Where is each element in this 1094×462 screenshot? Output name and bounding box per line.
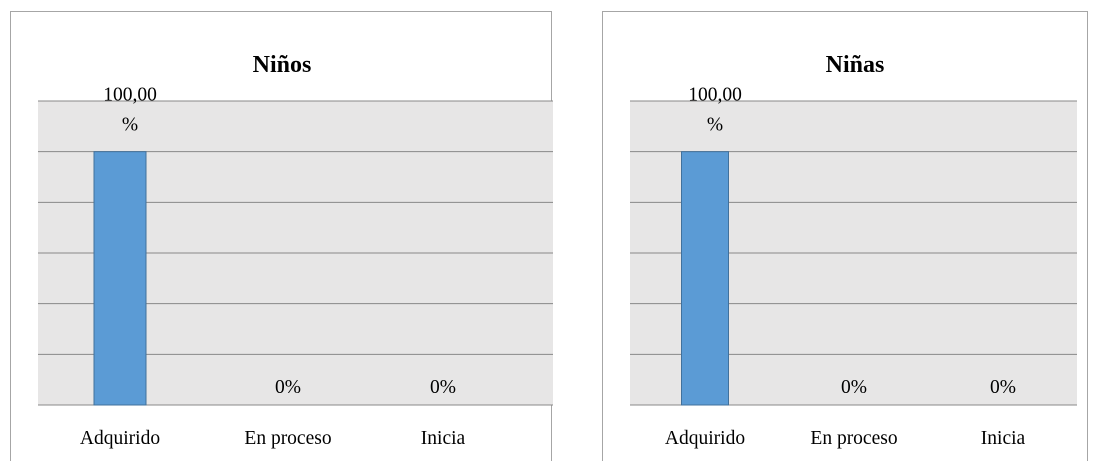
chart-0-data-label-0: 100,00%	[103, 85, 157, 136]
chart-0-data-label-1: 0%	[275, 377, 301, 398]
chart-1-category-label-1: En proceso	[810, 428, 897, 449]
chart-ninas: Niñas 100,00% Adquirido 0% En proceso 0% Inici…	[602, 11, 1088, 461]
chart-0-bar-0	[93, 151, 147, 406]
chart-0-category-label-1: En proceso	[244, 428, 331, 449]
chart-1-data-label-0: 100,00%	[688, 85, 742, 136]
chart-1-data-label-1: 0%	[841, 377, 867, 398]
chart-0-category-label-2: Inicia	[421, 428, 466, 449]
chart-1-bar-0	[681, 151, 729, 406]
chart-0-title: Niños	[253, 52, 312, 78]
chart-1-category-label-2: Inicia	[981, 428, 1026, 449]
chart-ninos: Niños 100,00% Adquirido 0% En proceso 0% Inici…	[10, 11, 553, 461]
chart-1-category-label-0: Adquirido	[665, 428, 745, 449]
chart-0-category-label-0: Adquirido	[80, 428, 160, 449]
chart-0-data-label-2: 0%	[430, 377, 456, 398]
chart-1-title: Niñas	[826, 52, 885, 78]
chart-ninos-svg: Niños 100,00 % Adquirido 0% En proceso 0% Inici…	[38, 52, 553, 449]
chart-ninas-svg: Niñas 100,00 % Adquirido 0% En proceso 0% Inici…	[630, 52, 1077, 449]
chart-1-data-label-2: 0%	[990, 377, 1016, 398]
